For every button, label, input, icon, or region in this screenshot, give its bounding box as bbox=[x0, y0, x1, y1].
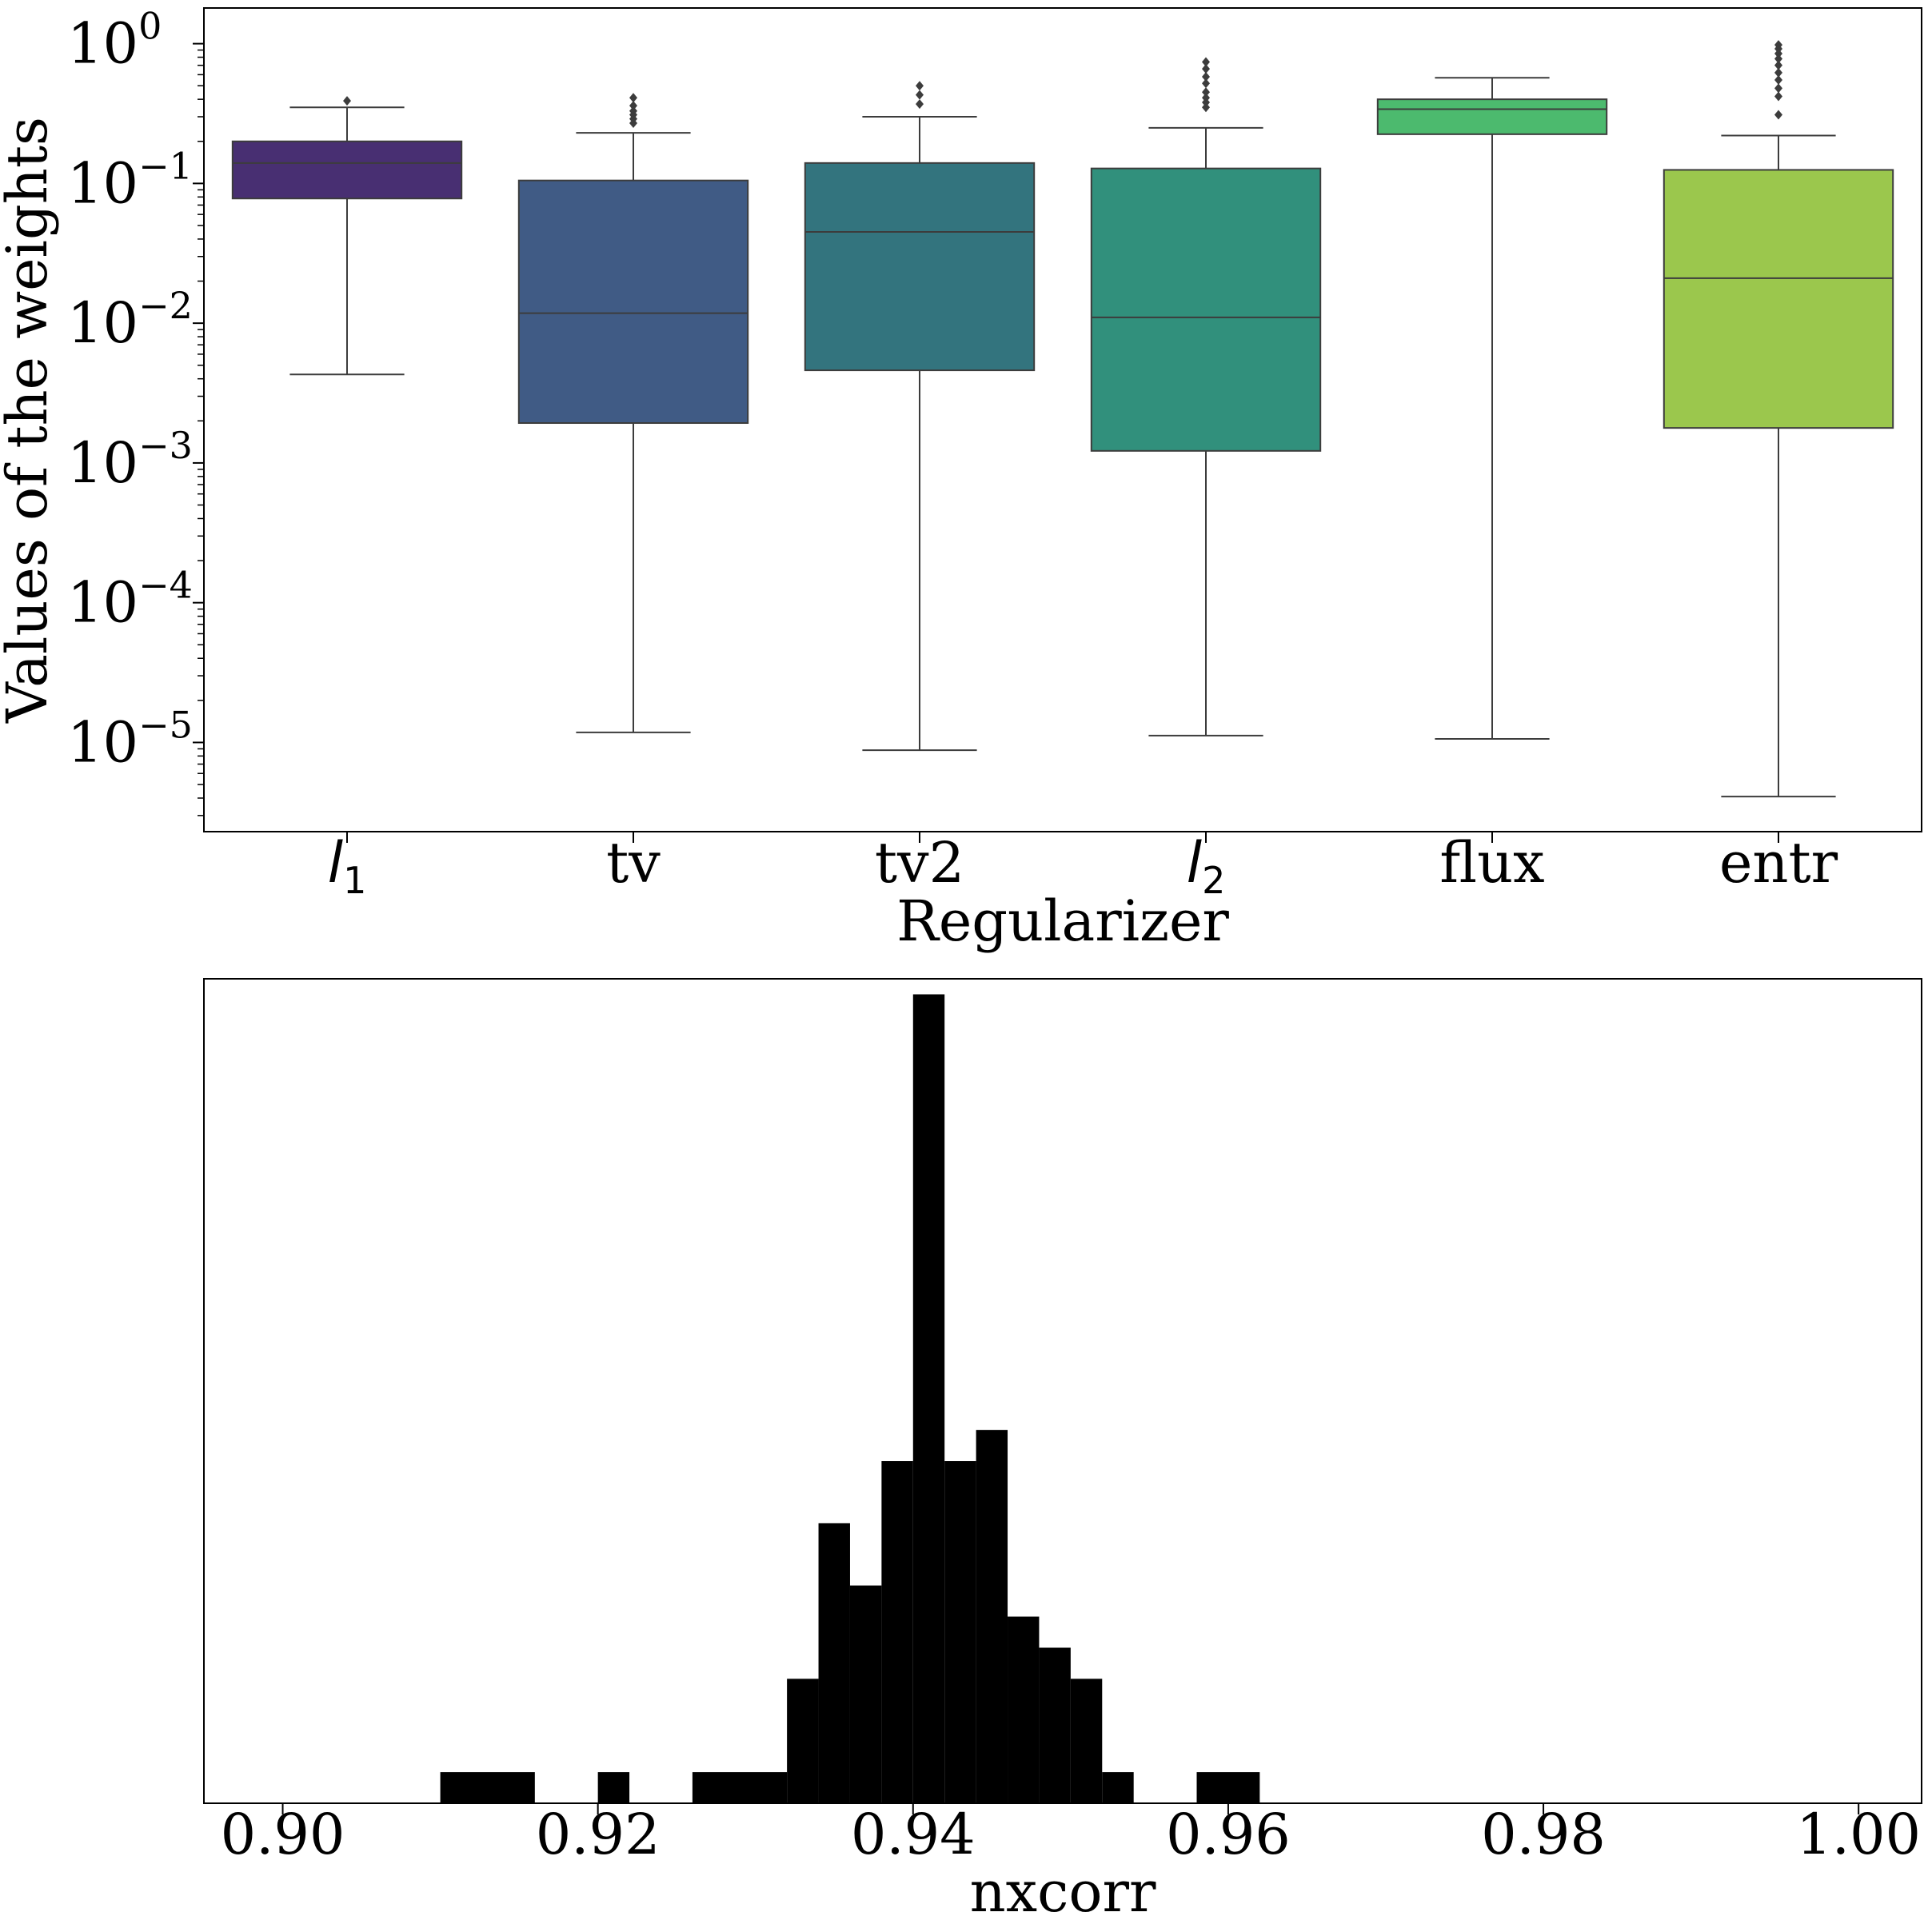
box-outlier bbox=[1774, 110, 1782, 120]
histogram-bar bbox=[1196, 1772, 1260, 1803]
box-outlier bbox=[629, 101, 637, 111]
x-tick-label: l1 bbox=[328, 830, 367, 902]
x-tick-label: 0.94 bbox=[851, 1802, 976, 1867]
box-outlier bbox=[1774, 60, 1782, 70]
box-outlier bbox=[1774, 91, 1782, 102]
y-tick-label: 100 bbox=[67, 5, 162, 77]
box-outlier bbox=[1774, 54, 1782, 64]
x-tick-label: 0.96 bbox=[1166, 1802, 1291, 1867]
y-tick-label: 10−5 bbox=[67, 703, 193, 775]
x-tick-label: tv2 bbox=[875, 830, 964, 896]
x-tick-label: 1.00 bbox=[1796, 1802, 1921, 1867]
x-tick-label: tv bbox=[606, 830, 661, 896]
x-tick-label: 0.98 bbox=[1481, 1802, 1606, 1867]
box-plot-frame bbox=[203, 7, 1922, 832]
box-entr bbox=[1663, 169, 1894, 429]
box-plot-y-ticks: 100 10−1 10−2 10−3 10−4 10−5 bbox=[67, 5, 204, 816]
box-l1 bbox=[231, 140, 463, 200]
box-plot-panel: 100 10−1 10−2 10−3 10−4 10−5 l1 tv tv2 l2 flux ent… bbox=[0, 5, 1922, 954]
x-tick-label: 0.92 bbox=[536, 1802, 661, 1867]
histogram-bar bbox=[818, 1523, 850, 1803]
y-tick-label: 10−4 bbox=[67, 564, 193, 636]
histogram-bars bbox=[440, 994, 1260, 1803]
box-tv2 bbox=[804, 162, 1036, 372]
x-tick-label: flux bbox=[1439, 830, 1544, 896]
box-outlier bbox=[916, 90, 924, 100]
box-outlier bbox=[1774, 40, 1782, 50]
box-outlier bbox=[1202, 64, 1210, 74]
box-outlier bbox=[916, 99, 924, 110]
box-outlier bbox=[1202, 78, 1210, 89]
histogram-bar bbox=[597, 1772, 630, 1803]
box-outlier bbox=[1202, 57, 1210, 67]
histogram-bar bbox=[787, 1679, 819, 1803]
box-plot-y-axis-label: Values of the weights bbox=[0, 117, 60, 724]
box-flux bbox=[1376, 98, 1608, 135]
box-outlier bbox=[629, 106, 637, 116]
box-outlier bbox=[1202, 71, 1210, 82]
box-plot-marks bbox=[231, 40, 1894, 798]
histogram-bar bbox=[912, 994, 945, 1803]
histogram-bar bbox=[1008, 1616, 1040, 1803]
y-tick-label: 10−1 bbox=[67, 144, 193, 216]
box-outlier bbox=[1774, 74, 1782, 85]
y-tick-label: 10−3 bbox=[67, 424, 193, 496]
histogram-bar bbox=[976, 1430, 1008, 1803]
box-outlier bbox=[916, 81, 924, 91]
x-tick-label: 0.90 bbox=[221, 1802, 345, 1867]
histogram-bar bbox=[1070, 1679, 1103, 1803]
histogram-x-ticks: 0.90 0.92 0.94 0.96 0.98 1.00 bbox=[221, 1802, 1922, 1867]
box-plot-x-axis-label: Regularizer bbox=[896, 888, 1229, 954]
histogram-panel: 0.90 0.92 0.94 0.96 0.98 1.00 nxcorr bbox=[203, 978, 1922, 1925]
box-outlier bbox=[1202, 87, 1210, 98]
histogram-bar bbox=[1102, 1772, 1134, 1803]
x-tick-label: l2 bbox=[1187, 830, 1226, 902]
box-outlier bbox=[1774, 67, 1782, 78]
box-l2 bbox=[1090, 167, 1322, 452]
box-outlier bbox=[629, 93, 637, 103]
x-tick-label: entr bbox=[1719, 830, 1838, 896]
box-outlier bbox=[1774, 83, 1782, 94]
histogram-bar bbox=[440, 1772, 535, 1803]
histogram-bar bbox=[881, 1461, 913, 1803]
box-outlier bbox=[1202, 93, 1210, 103]
histogram-bar bbox=[944, 1461, 976, 1803]
y-tick-label: 10−2 bbox=[67, 284, 193, 356]
histogram-bar bbox=[692, 1772, 788, 1803]
box-outlier bbox=[1202, 102, 1210, 113]
histogram-x-axis-label: nxcorr bbox=[970, 1859, 1156, 1925]
box-outlier bbox=[1774, 48, 1782, 58]
histogram-bar bbox=[1039, 1647, 1071, 1803]
box-outlier bbox=[343, 96, 351, 106]
histogram-bar bbox=[849, 1585, 882, 1803]
box-plot-x-ticks: l1 tv tv2 l2 flux entr bbox=[328, 830, 1838, 902]
box-tv bbox=[517, 179, 749, 425]
